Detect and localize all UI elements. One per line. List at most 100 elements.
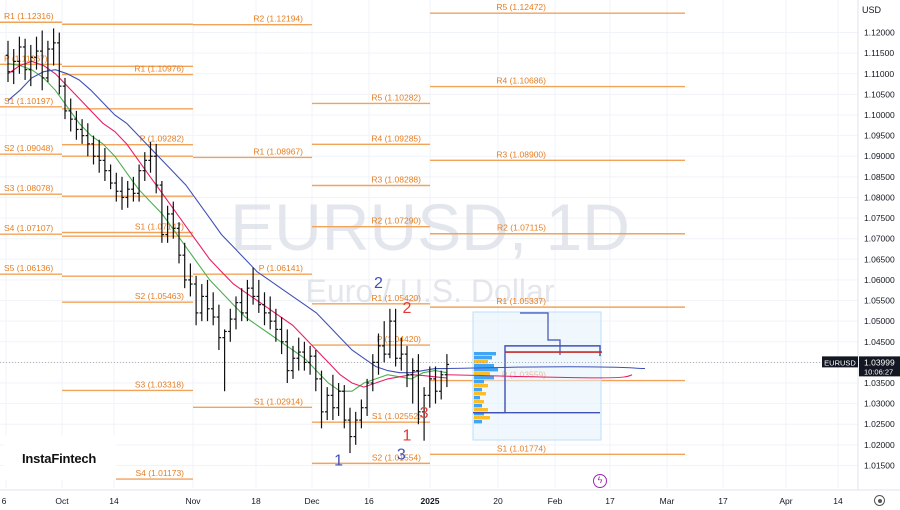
watermark: EURUSD, 1D Euro / U.S. Dollar (230, 190, 630, 309)
time-axis[interactable]: 6 Oct 14 Nov 18 Dec 16 2025 20 Feb 17 Mar 17 Apr 14 (0, 489, 900, 506)
pivot-label: R4 (1.10686) (496, 76, 546, 86)
price-tick-label: 1.02500 (864, 419, 895, 429)
pivot-label: R2 (1.07115) (497, 223, 546, 233)
price-tick-label: 1.11000 (864, 69, 894, 79)
time-tick-label: Dec (304, 496, 320, 506)
time-tick-label: 17 (605, 496, 615, 506)
price-axis-bg (858, 0, 900, 510)
pivot-label: S4 (1.07107) (4, 223, 53, 233)
profile-bar-14 (474, 408, 488, 412)
ma-line-2 (7, 69, 447, 374)
profile-bar-16 (474, 416, 490, 420)
price-badge-value: 1.03999 (864, 357, 895, 367)
pivot-label: P (1.04420) (377, 334, 421, 344)
price-tick-label: 1.02000 (864, 440, 895, 450)
pivot-label: R1 (1.05337) (496, 296, 546, 306)
pivot-label: R2 (1.07290) (371, 216, 421, 226)
price-tick-label: 1.06500 (864, 254, 895, 264)
pivot-label: S3 (1.08078) (4, 183, 53, 193)
logo-text: InstaFintech (22, 450, 97, 466)
ma-forecast-red (446, 374, 633, 379)
profile-bar-6 (474, 376, 494, 380)
pivot-label: R4 (1.09285) (371, 133, 421, 143)
pivot-label: R1 (1.10976) (134, 64, 184, 74)
pivot-label: S2 (1.05463) (135, 291, 184, 301)
pivot-label: P (1.11367) (4, 53, 48, 63)
price-tick-label: 1.10500 (864, 89, 895, 99)
price-tick-label: 1.08500 (864, 172, 895, 182)
price-tick-label: 1.09000 (864, 151, 895, 161)
pivot-label: S4 (1.01173) (135, 468, 184, 478)
pivot-label: P (1.06141) (259, 263, 303, 273)
time-tick-label: Nov (185, 496, 201, 506)
ma-line-1 (7, 60, 447, 388)
candles (5, 28, 450, 454)
time-tick-label: Apr (779, 496, 792, 506)
currency-label[interactable]: USD (862, 5, 882, 15)
pivot-label: S3 (1.03318) (135, 379, 184, 389)
wave-label-4: 1 (403, 428, 412, 445)
profile-bar-9 (474, 388, 482, 392)
time-tick-label: 16 (364, 496, 374, 506)
price-tick-label: 1.10000 (864, 110, 895, 120)
profile-bar-1 (474, 356, 492, 360)
profile-bar-2 (474, 360, 488, 364)
pivot-label: P (1.09282) (140, 134, 184, 144)
time-tick-label: 14 (109, 496, 119, 506)
time-tick-label: 20 (493, 496, 503, 506)
wave-label-0: 1 (334, 452, 343, 469)
price-tick-label: 1.11500 (864, 48, 894, 58)
price-axis[interactable]: 1.12000 1.11500 1.11000 1.10500 1.10000 1.095… (822, 0, 900, 510)
pivot-label: S1 (1.02552) (372, 411, 421, 421)
profile-bar-8 (474, 384, 488, 388)
time-tick-label: 17 (718, 496, 728, 506)
symbol-badge (822, 356, 858, 368)
time-tick-label: 6 (2, 496, 7, 506)
price-tick-label: 1.07500 (864, 213, 895, 223)
price-tick-label: 1.08000 (864, 192, 895, 202)
pivot-label: S5 (1.06136) (4, 263, 53, 273)
time-tick-label: 2025 (421, 496, 440, 506)
pivot-label: R3 (1.08900) (496, 149, 546, 159)
profile-bar-7 (474, 380, 484, 384)
pivot-label: S1 (1.10197) (4, 96, 53, 106)
price-tick-label: 1.07000 (864, 234, 895, 244)
settings-icon[interactable] (874, 495, 885, 506)
time-tick-label: Oct (55, 496, 69, 506)
pivot-label: R1 (1.05420) (371, 293, 421, 303)
price-tick-label: 1.12000 (864, 28, 895, 38)
time-tick-label: 18 (251, 496, 261, 506)
price-tick-label: 1.01500 (864, 460, 895, 470)
price-tick-label: 1.03500 (864, 378, 895, 388)
price-tick-label: 1.05000 (864, 316, 895, 326)
time-tick-label: Feb (548, 496, 563, 506)
wave-label-2: 3 (397, 446, 406, 463)
watermark-subtitle: Euro / U.S. Dollar (306, 273, 555, 309)
pivot-label: S1 (1.01774) (497, 443, 546, 453)
pivot-label: R5 (1.10282) (371, 92, 421, 102)
price-tick-label: 1.04500 (864, 337, 895, 347)
price-badge (859, 356, 900, 377)
profile-bar-4 (474, 368, 498, 372)
pivot-label: R1 (1.08967) (253, 146, 303, 156)
pivot-label: R2 (1.12194) (253, 14, 303, 24)
ma-line-0 (7, 62, 447, 392)
time-tick-label: Mar (660, 496, 675, 506)
pivot-label: S1 (1.07147) (135, 222, 184, 232)
profile-bar-5 (474, 372, 490, 376)
profile-bar-13 (474, 404, 482, 408)
chart-grid (0, 0, 858, 488)
pivot-label: S2 (1.09048) (4, 143, 53, 153)
pivot-label: S2 (1.01554) (372, 452, 421, 462)
pivot-label: R1 (1.12316) (4, 11, 54, 21)
profile-bar-11 (474, 396, 480, 400)
time-tick-label: 14 (833, 496, 843, 506)
profile-bar-17 (474, 420, 482, 424)
blue-step-line (520, 312, 561, 355)
wave-label-5: 3 (420, 405, 429, 422)
price-tick-label: 1.03000 (864, 399, 895, 409)
pivot-label: R3 (1.08288) (371, 175, 421, 185)
lightning-icon[interactable]: ϟ (593, 474, 607, 488)
